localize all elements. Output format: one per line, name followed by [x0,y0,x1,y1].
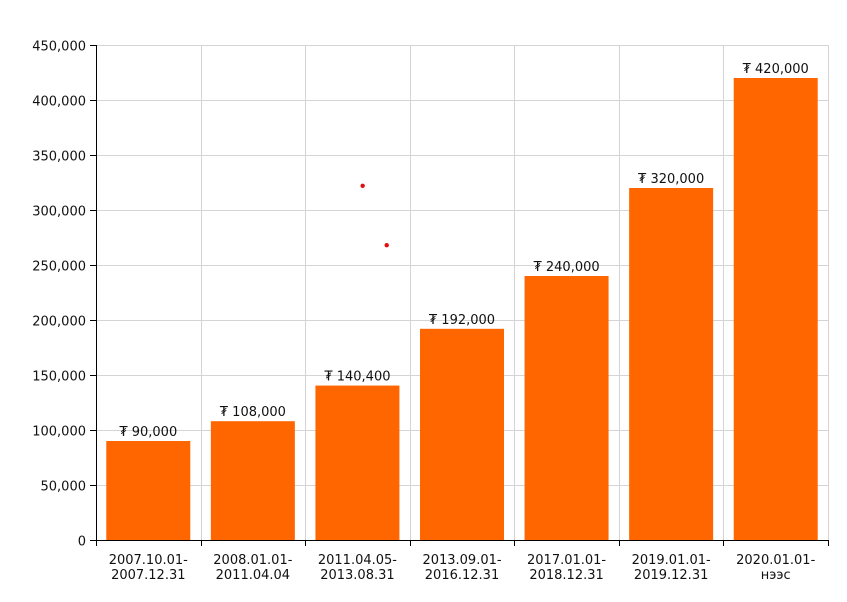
bar [733,78,818,540]
x-tick-label: 2019.01.01- [632,553,711,568]
bar-value-label: ₮ 320,000 [638,172,704,187]
x-tick-label: 2016.12.31 [425,568,499,583]
x-tick-label: 2008.01.01- [213,553,292,568]
y-tick-label: 400,000 [32,95,86,110]
bars [106,78,818,540]
bar [420,328,504,540]
y-tick-label: 50,000 [41,480,87,495]
bar [106,441,191,540]
bar [629,188,714,540]
y-tick-label: 100,000 [32,425,86,440]
x-tick-label: 2019.12.31 [634,568,708,583]
x-tick-label: 2011.04.04 [216,568,290,583]
scatter-point [384,243,389,248]
x-tick-label: 2013.09.01- [422,553,501,568]
bar-value-label: ₮ 90,000 [119,425,177,440]
y-tick-label: 300,000 [32,205,86,220]
x-tick-label: 2007.12.31 [111,568,185,583]
x-tick-label: нээс [761,568,791,583]
y-tick-label: 200,000 [32,315,86,330]
y-tick-label: 450,000 [32,40,86,55]
bar-value-label: ₮ 192,000 [429,313,495,328]
x-tick-label: 2018.12.31 [529,568,603,583]
bar [210,421,295,540]
axes: 0 50,000 100,000 150,000 200,000 250,000 300,0… [32,40,829,583]
y-tick-label: 0 [78,535,86,550]
bar-value-label: ₮ 240,000 [533,260,599,275]
bar [524,276,609,540]
x-tick-label: 2007.10.01- [109,553,188,568]
bar-value-label: ₮ 420,000 [743,62,809,77]
markers [360,183,389,248]
grid [96,45,829,540]
x-tick-label: 2017.01.01- [527,553,606,568]
x-tick-label: 2011.04.05- [318,553,397,568]
y-tick-label: 250,000 [32,260,86,275]
data-labels: ₮ 90,000 ₮ 108,000 ₮ 140,400 ₮ 192,000 ₮ 240… [119,62,808,440]
scatter-point [360,183,365,188]
y-tick-label: 350,000 [32,150,86,165]
bar-value-label: ₮ 140,400 [324,370,390,385]
bar-value-label: ₮ 108,000 [220,405,286,420]
bar [315,385,400,540]
x-tick-label: 2020.01.01- [736,553,815,568]
x-tick-label: 2013.08.31 [320,568,394,583]
y-tick-label: 150,000 [32,370,86,385]
